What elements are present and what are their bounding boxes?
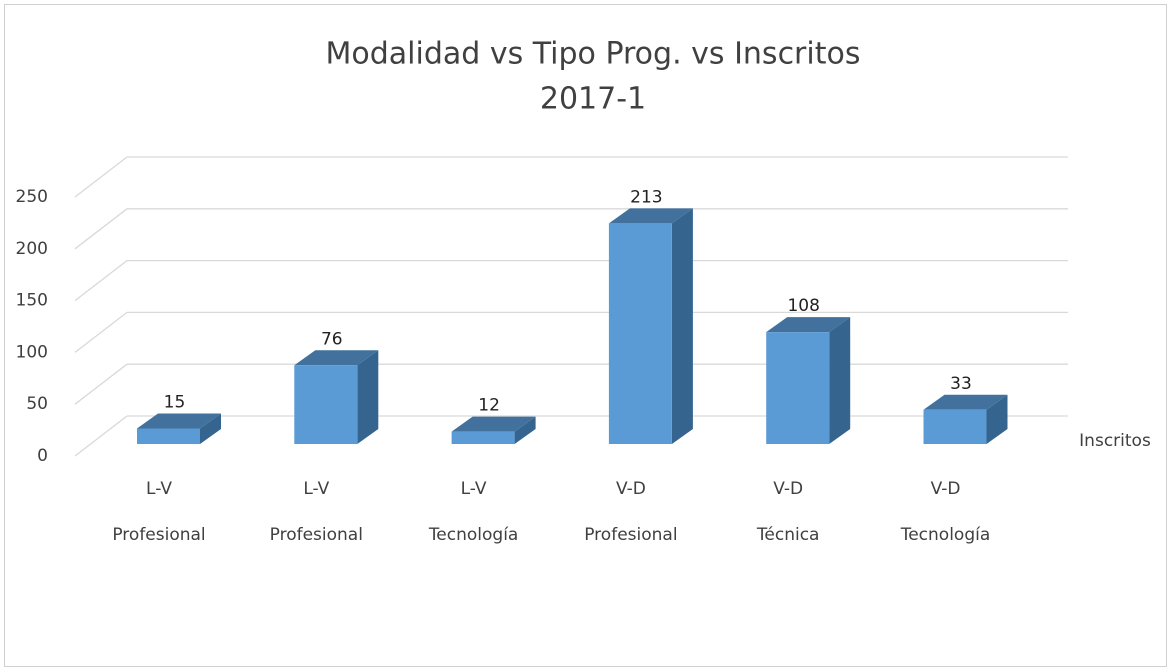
x-tick-label: V-D: [931, 479, 961, 499]
bar-top: [608, 208, 693, 224]
value-label: 12: [478, 396, 500, 416]
bar-top: [137, 413, 221, 429]
x-tick-label: Técnica: [756, 525, 820, 545]
bar: [923, 394, 1008, 444]
chart-border: [4, 4, 1167, 667]
bar-front: [608, 223, 672, 444]
x-tick-label: L-V: [303, 479, 329, 499]
bar-side: [986, 394, 1008, 444]
x-tick-label: Tecnología: [900, 525, 991, 545]
y-tick-label: 250: [16, 187, 48, 207]
value-label: 15: [164, 392, 186, 412]
bar-side: [829, 317, 851, 444]
grid-line-depth: [74, 311, 128, 353]
bar-top: [923, 394, 1008, 410]
x-tick-label: L-V: [146, 479, 172, 499]
bar-front: [294, 365, 358, 444]
bar: [294, 350, 379, 444]
bar-side: [514, 416, 536, 444]
y-tick-label: 0: [37, 446, 48, 466]
chart-title: Modalidad vs Tipo Prog. vs Inscritos: [326, 37, 861, 72]
bar-top: [451, 416, 536, 432]
x-tick-label: Profesional: [112, 525, 205, 545]
x-tick-label: V-D: [773, 479, 803, 499]
bar-top: [766, 317, 851, 333]
legend-label: Inscritos: [1079, 431, 1151, 451]
grid-line-depth: [74, 156, 128, 198]
bar-front: [766, 332, 830, 444]
x-tick-label: Profesional: [270, 525, 363, 545]
x-tick-label: Profesional: [584, 525, 677, 545]
grid-line-depth: [74, 208, 128, 250]
x-tick-label: V-D: [616, 479, 646, 499]
value-label: 76: [321, 329, 343, 349]
bar-top: [294, 350, 379, 366]
bar-side: [671, 208, 693, 444]
value-label: 33: [950, 374, 972, 394]
bar-side: [357, 350, 379, 444]
y-tick-label: 200: [16, 239, 48, 259]
x-tick-label: Tecnología: [428, 525, 519, 545]
bar: [137, 413, 221, 444]
bar-front: [451, 431, 515, 444]
grid-line-depth: [74, 415, 128, 457]
chart-subtitle: 2017-1: [540, 82, 646, 117]
y-tick-label: 150: [16, 291, 48, 311]
bar: [451, 416, 536, 444]
bar-front: [137, 428, 200, 444]
value-label: 213: [630, 187, 662, 207]
bar: [766, 317, 851, 444]
value-label: 108: [787, 296, 819, 316]
y-tick-label: 50: [26, 394, 48, 414]
bar: [608, 208, 693, 444]
x-tick-label: L-V: [461, 479, 487, 499]
grid-line-depth: [74, 363, 128, 405]
bar-side: [200, 413, 221, 444]
grid-line-depth: [74, 260, 128, 302]
bar-front: [923, 409, 987, 444]
y-tick-label: 100: [16, 342, 48, 362]
